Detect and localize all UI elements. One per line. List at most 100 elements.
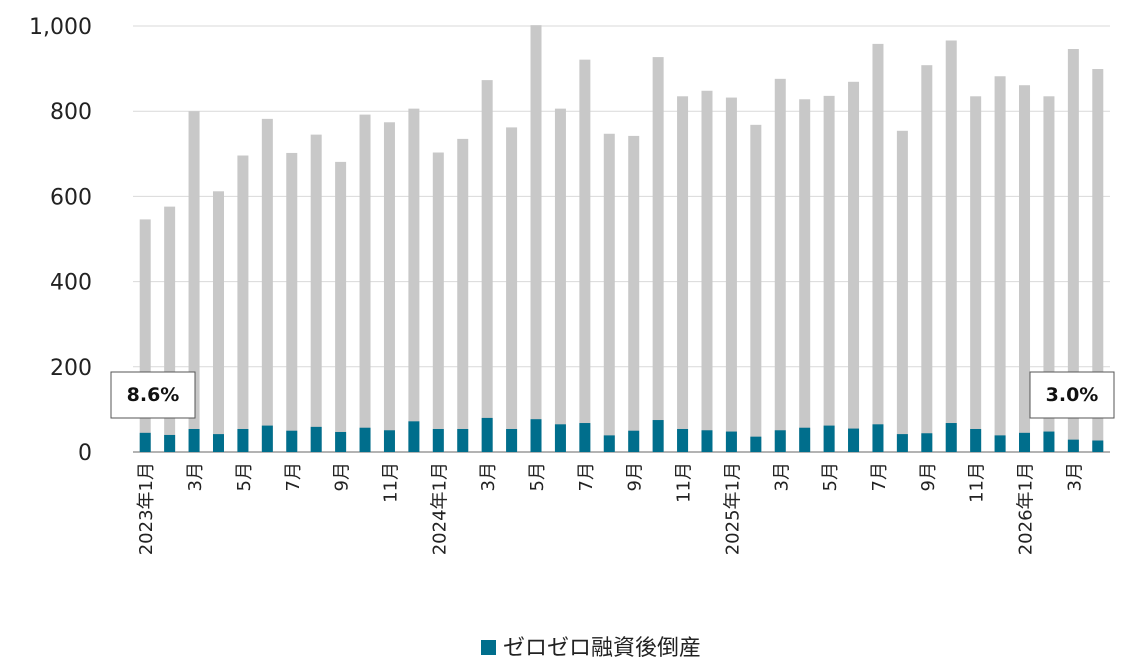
y-tick-label: 800 — [50, 100, 92, 125]
bar-total — [995, 76, 1006, 452]
bar-portion — [1019, 433, 1030, 452]
bar-total — [506, 127, 517, 452]
bar-portion — [189, 429, 200, 452]
bar-portion — [457, 429, 468, 452]
x-tick-label: 9月 — [332, 462, 353, 491]
bar-portion — [653, 420, 664, 452]
y-tick-label: 200 — [50, 356, 92, 381]
x-tick-label: 3月 — [1064, 462, 1085, 491]
bar-portion — [262, 426, 273, 452]
bar-portion — [237, 429, 248, 452]
bar-total — [970, 96, 981, 452]
bar-portion — [311, 427, 322, 452]
x-tick-label: 3月 — [771, 462, 792, 491]
bar-total — [360, 115, 371, 452]
bar-portion — [1043, 432, 1054, 452]
bar-total — [531, 25, 542, 452]
bar-portion — [1092, 440, 1103, 452]
bar-total — [384, 122, 395, 452]
x-tick-label: 11月 — [674, 462, 695, 503]
y-tick-label: 0 — [78, 441, 92, 466]
x-tick-label: 11月 — [380, 462, 401, 503]
bar-total — [897, 131, 908, 452]
bars — [140, 25, 1104, 452]
bar-total — [213, 191, 224, 452]
bar-portion — [628, 431, 639, 452]
bar-total — [311, 135, 322, 452]
bar-total — [848, 82, 859, 452]
bar-portion — [995, 435, 1006, 452]
bar-total — [677, 96, 688, 452]
bar-total — [286, 153, 297, 452]
bar-portion — [799, 428, 810, 452]
x-axis: 2023年1月 3月 5月 7月 9月 11月 2024年1月 3月 5月 7月 9月 11月 2025… — [136, 462, 1085, 555]
bar-total — [775, 79, 786, 452]
bar-total — [701, 91, 712, 452]
bar-total — [604, 134, 615, 452]
bar-portion — [286, 431, 297, 452]
bar-portion — [604, 435, 615, 452]
bar-total — [457, 139, 468, 452]
x-tick-label: 3月 — [185, 462, 206, 491]
bar-portion — [872, 424, 883, 452]
bar-portion — [164, 435, 175, 452]
x-tick-label: 5月 — [527, 462, 548, 491]
legend: ゼロゼロ融資後倒産 — [481, 636, 701, 659]
legend-label: ゼロゼロ融資後倒産 — [503, 636, 701, 659]
bar-total — [262, 119, 273, 452]
bar-total — [653, 57, 664, 452]
bar-portion — [726, 432, 737, 452]
bar-portion — [1068, 440, 1079, 452]
x-tick-label: 9月 — [918, 462, 939, 491]
bar-total — [921, 65, 932, 452]
bar-portion — [433, 429, 444, 452]
x-tick-label: 5月 — [234, 462, 255, 491]
bar-total — [1019, 85, 1030, 452]
bar-total — [628, 136, 639, 452]
bar-portion — [824, 426, 835, 452]
y-axis: 0 200 400 600 800 1,000 — [29, 15, 92, 466]
bar-total — [726, 98, 737, 452]
bar-portion — [384, 430, 395, 452]
bar-portion — [897, 434, 908, 452]
grid — [133, 26, 1110, 452]
x-tick-label: 7月 — [576, 462, 597, 491]
x-tick-label: 11月 — [967, 462, 988, 503]
bar-portion — [775, 430, 786, 452]
y-tick-label: 600 — [50, 185, 92, 210]
bar-portion — [848, 429, 859, 452]
bar-portion — [408, 421, 419, 452]
bar-portion — [506, 429, 517, 452]
x-tick-label: 2025年1月 — [722, 462, 743, 555]
bar-total — [946, 40, 957, 452]
y-tick-label: 1,000 — [29, 15, 92, 40]
x-tick-label: 2023年1月 — [136, 462, 157, 555]
bar-portion — [482, 418, 493, 452]
bar-total — [750, 125, 761, 452]
callout-label: 8.6% — [127, 384, 180, 406]
bar-portion — [213, 434, 224, 452]
x-tick-label: 7月 — [869, 462, 890, 491]
x-tick-label: 2024年1月 — [429, 462, 450, 555]
x-tick-label: 7月 — [283, 462, 304, 491]
bar-total — [237, 156, 248, 452]
bar-total — [482, 80, 493, 452]
bar-portion — [701, 430, 712, 452]
callout-label: 3.0% — [1046, 384, 1099, 406]
bar-portion — [531, 419, 542, 452]
legend-swatch — [481, 640, 496, 655]
bar-portion — [579, 423, 590, 452]
bar-portion — [750, 437, 761, 452]
bar-total — [335, 162, 346, 452]
x-tick-label: 2026年1月 — [1016, 462, 1037, 555]
bar-portion — [921, 433, 932, 452]
bar-portion — [360, 428, 371, 452]
bar-portion — [946, 423, 957, 452]
bar-total — [408, 109, 419, 452]
bar-total — [579, 60, 590, 452]
bar-portion — [970, 429, 981, 452]
bar-portion — [555, 424, 566, 452]
bar-portion — [335, 432, 346, 452]
bar-portion — [677, 429, 688, 452]
